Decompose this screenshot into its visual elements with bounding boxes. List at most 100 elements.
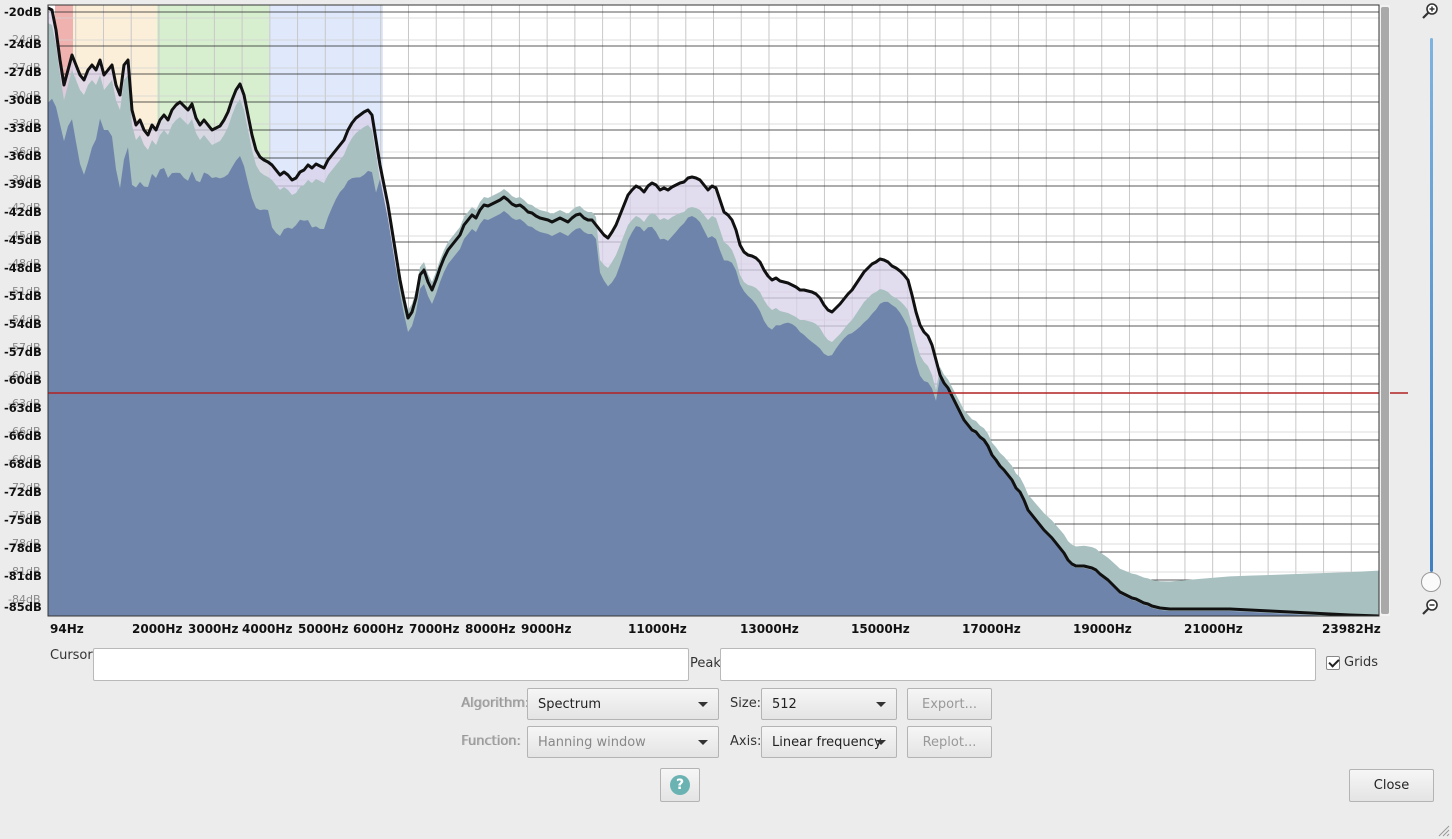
db-tick-ghost-label: -33dB <box>8 117 41 130</box>
spectrum-curve <box>48 6 1379 616</box>
axis-label: Axis: <box>730 734 762 749</box>
db-tick-label: -81dB <box>4 569 42 583</box>
db-tick-ghost-label: -60dB <box>8 369 41 382</box>
zoom-out-icon[interactable] <box>1421 598 1439 616</box>
plot-border <box>47 4 1380 617</box>
replot-button[interactable]: Replot... <box>907 726 992 758</box>
db-tick-label: -60dB <box>4 373 42 387</box>
db-tick-label: -30dB <box>4 93 42 107</box>
db-tick-ghost-label: -45dB <box>8 229 41 242</box>
peak-label-wrap: Peak: <box>690 656 725 671</box>
db-tick-ghost-label: -27dB <box>8 61 41 74</box>
size-select-value: 512 <box>772 696 797 712</box>
db-tick-label: -39dB <box>4 177 42 191</box>
export-button[interactable]: Export... <box>907 688 992 720</box>
db-tick-label: -20dB <box>4 5 42 19</box>
db-tick-ghost-label: -84dB <box>8 593 41 606</box>
function-label-wrap: Function: <box>461 734 521 749</box>
db-tick-label: -48dB <box>4 261 42 275</box>
db-tick-label: -33dB <box>4 121 42 135</box>
axis-select[interactable]: Linear frequency <box>761 726 897 758</box>
frequency-tick-label: 15000Hz <box>851 622 910 636</box>
axis-select-value: Linear frequency <box>772 734 882 750</box>
db-tick-label: -24dB <box>4 37 42 51</box>
zoom-slider-track[interactable] <box>1430 38 1433 572</box>
grids-checkbox-wrap[interactable]: Grids <box>1326 655 1378 670</box>
db-tick-label: -63dB <box>4 401 42 415</box>
function-label: Function: <box>461 734 521 749</box>
db-axis: -24dB -27dB -30dB -33dB -36dB -39dB -42dB -45dB… <box>4 5 42 614</box>
spectrum-plot[interactable]: -24dB -27dB -30dB -33dB -36dB -39dB -42dB -45dB… <box>0 0 1452 640</box>
algorithm-select[interactable]: Spectrum <box>527 688 719 720</box>
help-button[interactable]: ? <box>660 768 700 802</box>
db-tick-ghost-label: -54dB <box>8 313 41 326</box>
help-icon: ? <box>670 775 690 795</box>
size-label: Size: <box>730 696 762 711</box>
frequency-tick-label: 4000Hz <box>242 622 292 636</box>
frequency-tick-label: 7000Hz <box>409 622 459 636</box>
algorithm-label: Algorithm: <box>461 696 530 711</box>
frequency-tick-label: 11000Hz <box>628 622 687 636</box>
db-tick-ghost-label: -66dB <box>8 425 41 438</box>
frequency-tick-label: 19000Hz <box>1073 622 1132 636</box>
frequency-axis: 94Hz 2000Hz 3000Hz 4000Hz 5000Hz 6000Hz 7000Hz… <box>50 622 1381 636</box>
db-tick-ghost-label: -78dB <box>8 537 41 550</box>
db-tick-ghost-label: -36dB <box>8 145 41 158</box>
frequency-tick-label: 6000Hz <box>353 622 403 636</box>
frequency-tick-label: 9000Hz <box>521 622 571 636</box>
frequency-tick-label: 17000Hz <box>962 622 1021 636</box>
resize-grip-icon[interactable] <box>1436 823 1450 837</box>
db-tick-label: -54dB <box>4 317 42 331</box>
frequency-tick-label: 5000Hz <box>298 622 348 636</box>
db-tick-ghost-label: -39dB <box>8 173 41 186</box>
db-tick-label: -78dB <box>4 541 42 555</box>
db-tick-label: -51dB <box>4 289 42 303</box>
grids-checkbox[interactable] <box>1326 655 1340 670</box>
db-tick-label: -66dB <box>4 429 42 443</box>
chevron-down-icon <box>698 702 708 707</box>
cursor-field[interactable] <box>93 648 689 681</box>
vertical-scrollbar[interactable] <box>1381 7 1389 614</box>
db-tick-label: -72dB <box>4 485 42 499</box>
db-tick-label: -27dB <box>4 65 42 79</box>
db-tick-ghost-label: -57dB <box>8 341 41 354</box>
chevron-down-icon <box>876 702 886 707</box>
db-tick-ghost-label: -81dB <box>8 565 41 578</box>
frequency-tick-label: 23982Hz <box>1322 622 1381 636</box>
db-tick-label: -75dB <box>4 513 42 527</box>
db-tick-ghost-label: -75dB <box>8 509 41 522</box>
frequency-tick-label: 3000Hz <box>188 622 238 636</box>
db-tick-label: -36dB <box>4 149 42 163</box>
frequency-tick-label: 8000Hz <box>465 622 515 636</box>
peak-label: Peak: <box>690 656 726 671</box>
grids-label: Grids <box>1344 655 1379 670</box>
peak-field[interactable] <box>720 648 1316 681</box>
cursor-row: Cursor: <box>50 648 97 663</box>
db-tick-ghost-label: -42dB <box>8 201 41 214</box>
chevron-down-icon <box>876 740 886 745</box>
db-tick-ghost-label: -69dB <box>8 453 41 466</box>
size-label-wrap: Size: <box>730 696 761 711</box>
algorithm-label-wrap: Algorithm: <box>461 696 529 711</box>
db-tick-label: -42dB <box>4 205 42 219</box>
db-tick-label: -68dB <box>4 457 42 471</box>
cursor-label: Cursor: <box>50 648 97 663</box>
spectrum-plot-area[interactable]: -24dB -27dB -30dB -33dB -36dB -39dB -42dB -45dB… <box>0 0 1452 640</box>
axis-label-wrap: Axis: <box>730 734 761 749</box>
db-tick-ghost-label: -30dB <box>8 89 41 102</box>
close-button[interactable]: Close <box>1349 769 1434 802</box>
frequency-tick-label: 21000Hz <box>1184 622 1243 636</box>
db-tick-ghost-label: -48dB <box>8 257 41 270</box>
function-select[interactable]: Hanning window <box>527 726 719 758</box>
zoom-slider-thumb[interactable] <box>1421 572 1441 592</box>
size-select[interactable]: 512 <box>761 688 897 720</box>
db-tick-ghost-label: -51dB <box>8 285 41 298</box>
db-tick-ghost-label: -63dB <box>8 397 41 410</box>
db-tick-ghost-label: -72dB <box>8 481 41 494</box>
frequency-tick-label: 13000Hz <box>740 622 799 636</box>
zoom-in-icon[interactable] <box>1421 2 1439 20</box>
chevron-down-icon <box>698 740 708 745</box>
db-tick-label: -45dB <box>4 233 42 247</box>
filled-spectrum-area <box>48 60 1379 616</box>
frequency-tick-label: 94Hz <box>50 622 84 636</box>
